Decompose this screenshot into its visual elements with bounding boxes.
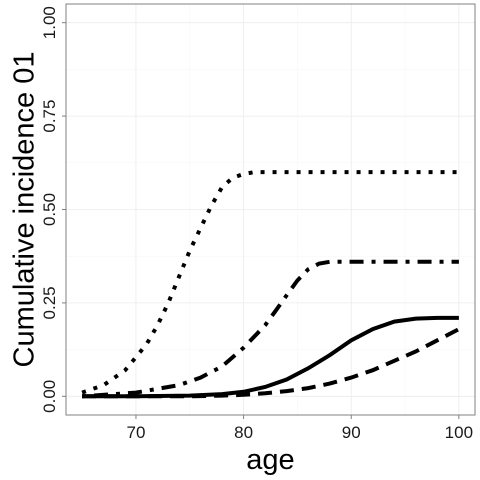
y-tick-label: 1.00 [40,6,59,39]
x-tick-label: 100 [445,423,473,442]
y-tick-label: 0.25 [40,286,59,319]
x-tick-label: 90 [342,423,361,442]
y-tick-label: 0.75 [40,100,59,133]
x-tick-label: 70 [126,423,145,442]
x-axis-title: age [246,444,294,476]
y-axis-title: Cumulative incidence 01 [9,52,41,368]
axis-ticks: 70 80 90 100 0.00 0.25 0.50 0.75 1.00 [40,6,473,442]
series-line-solid [82,315,459,399]
series-line-dashed [82,327,460,399]
series-line-dotted [81,170,459,395]
y-tick-label: 0.50 [40,193,59,226]
y-tick-label: 0.00 [40,380,59,413]
series-group [81,170,460,399]
x-tick-label: 80 [234,423,253,442]
series-line-dotdash [81,259,459,399]
